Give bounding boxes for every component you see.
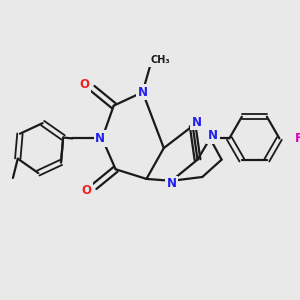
- Text: F: F: [295, 132, 300, 145]
- Text: O: O: [82, 184, 92, 197]
- Text: N: N: [95, 132, 105, 145]
- Text: CH₃: CH₃: [150, 56, 170, 65]
- Text: N: N: [192, 116, 202, 129]
- Text: N: N: [167, 177, 176, 190]
- Text: N: N: [208, 129, 218, 142]
- Text: N: N: [138, 86, 148, 99]
- Text: O: O: [80, 78, 90, 91]
